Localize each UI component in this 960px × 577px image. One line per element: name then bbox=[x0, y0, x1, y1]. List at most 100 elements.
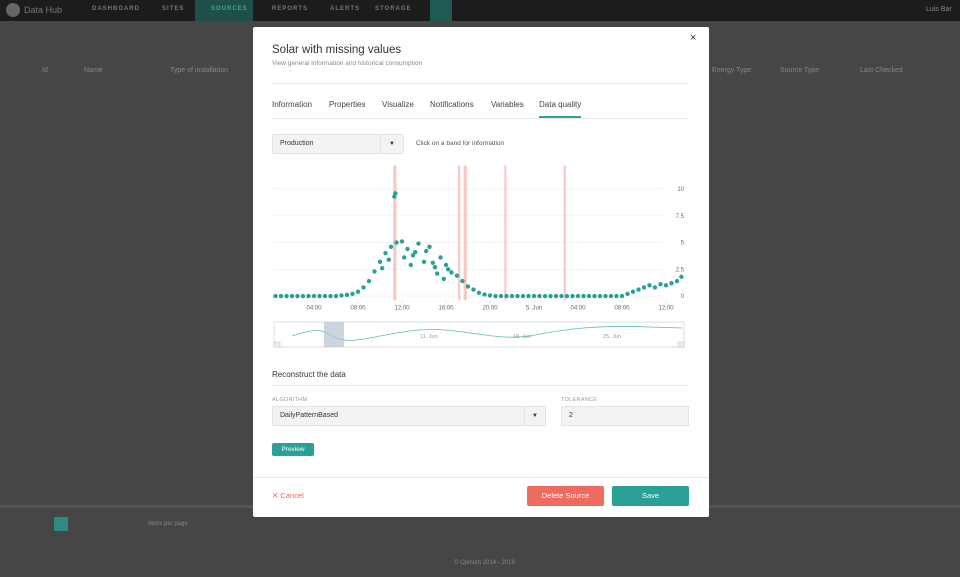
point bbox=[465, 284, 471, 289]
tab[interactable]: Data quality bbox=[539, 100, 582, 118]
point bbox=[559, 293, 564, 299]
missing-band[interactable] bbox=[563, 165, 566, 301]
point bbox=[424, 248, 429, 254]
point bbox=[289, 293, 295, 299]
page-current[interactable] bbox=[54, 517, 68, 531]
point bbox=[542, 293, 548, 299]
point bbox=[471, 287, 476, 292]
navigator-right[interactable] bbox=[677, 341, 685, 348]
point bbox=[674, 278, 680, 284]
nav-item[interactable]: STORAGE bbox=[375, 6, 412, 12]
y-tick-label: 10 bbox=[677, 187, 684, 193]
algorithm-select[interactable]: DailyPatternBased ▼ bbox=[272, 406, 546, 426]
point bbox=[498, 293, 504, 299]
chart: 0 2.5 5 7.5 10 04:00 08:00 12:00 16:00 20:00 5. Ju… bbox=[273, 165, 685, 348]
algorithm: DailyPatternBased bbox=[280, 412, 338, 419]
point bbox=[537, 293, 542, 299]
point bbox=[449, 270, 454, 275]
point bbox=[504, 293, 509, 299]
missing-band[interactable] bbox=[504, 165, 507, 301]
point bbox=[333, 293, 339, 299]
x-tick-label: 08:00 bbox=[614, 305, 630, 311]
nav-item[interactable]: REPORTS bbox=[272, 6, 309, 12]
user[interactable]: Luis Bar bbox=[926, 6, 952, 13]
point bbox=[295, 293, 300, 299]
point bbox=[625, 291, 630, 297]
preview-button[interactable]: Preview bbox=[272, 443, 314, 456]
point bbox=[603, 293, 608, 299]
point bbox=[408, 262, 413, 268]
point bbox=[548, 293, 553, 299]
save-button[interactable]: Save bbox=[612, 486, 689, 506]
point bbox=[476, 290, 482, 296]
point bbox=[322, 293, 328, 299]
point bbox=[350, 291, 355, 297]
missing-band[interactable] bbox=[393, 165, 397, 301]
point bbox=[575, 293, 581, 299]
per-page: items per page bbox=[148, 521, 188, 527]
nav-item[interactable]: ALERTS bbox=[330, 6, 360, 12]
y-tick-label: 7.5 bbox=[676, 214, 685, 220]
delete-button[interactable]: Delete Source bbox=[527, 486, 604, 506]
navigator-window[interactable] bbox=[324, 322, 344, 347]
point bbox=[553, 293, 559, 299]
point bbox=[515, 293, 520, 299]
tab[interactable]: Variables bbox=[491, 100, 524, 109]
cancel[interactable]: ✕ Cancel bbox=[272, 491, 304, 500]
point bbox=[435, 271, 440, 276]
logo bbox=[6, 3, 20, 17]
point bbox=[394, 240, 399, 245]
nav-item[interactable]: SITES bbox=[162, 6, 185, 12]
point bbox=[432, 264, 438, 270]
x-tick-label: 04:00 bbox=[306, 305, 322, 311]
point bbox=[482, 292, 487, 297]
point bbox=[344, 292, 350, 298]
hint: Click on a band for information bbox=[416, 140, 505, 147]
divider bbox=[272, 118, 689, 119]
point bbox=[413, 249, 418, 255]
nav-item[interactable]: SOURCES bbox=[211, 6, 248, 12]
missing-band[interactable] bbox=[458, 165, 461, 301]
point bbox=[658, 282, 663, 287]
point bbox=[647, 283, 652, 288]
close[interactable]: × bbox=[690, 32, 697, 44]
add-button[interactable] bbox=[430, 0, 452, 21]
tab[interactable]: Properties bbox=[329, 100, 366, 109]
navigator-left[interactable] bbox=[273, 341, 281, 348]
tab[interactable]: Visualize bbox=[382, 100, 414, 109]
x-tick-label: 08:00 bbox=[350, 305, 366, 311]
tolerance-input[interactable]: 2 bbox=[561, 406, 689, 426]
point bbox=[520, 293, 526, 299]
point bbox=[446, 267, 451, 272]
footer: © Opinum 2014 - 2019 bbox=[454, 560, 515, 566]
y-tick-label: 2.5 bbox=[676, 267, 685, 273]
point bbox=[679, 274, 684, 279]
point bbox=[300, 293, 306, 299]
variable-select[interactable]: Production ▼ bbox=[272, 134, 404, 154]
point bbox=[619, 293, 625, 299]
point bbox=[460, 278, 465, 284]
point bbox=[284, 293, 289, 299]
section-title: Reconstruct the data bbox=[272, 370, 346, 379]
tab[interactable]: Notifications bbox=[430, 100, 474, 109]
point bbox=[597, 293, 603, 299]
divider bbox=[253, 477, 709, 478]
point bbox=[393, 191, 398, 196]
point bbox=[355, 289, 361, 294]
variable: Production bbox=[280, 140, 314, 147]
point bbox=[636, 287, 641, 292]
missing-band[interactable] bbox=[463, 165, 467, 301]
point bbox=[641, 285, 647, 290]
point bbox=[377, 259, 383, 264]
tab[interactable]: Information bbox=[272, 100, 313, 109]
point bbox=[438, 255, 443, 260]
modal-title: Solar with missing values bbox=[272, 44, 402, 56]
point bbox=[430, 260, 435, 266]
nav-active bbox=[195, 0, 253, 21]
point bbox=[531, 293, 537, 299]
y-tick-label: 5 bbox=[681, 241, 685, 247]
column-header: Name bbox=[84, 67, 103, 74]
point bbox=[509, 293, 515, 299]
algorithm-label: ALGORITHM bbox=[272, 397, 308, 403]
nav-item[interactable]: DASHBOARD bbox=[92, 6, 140, 12]
